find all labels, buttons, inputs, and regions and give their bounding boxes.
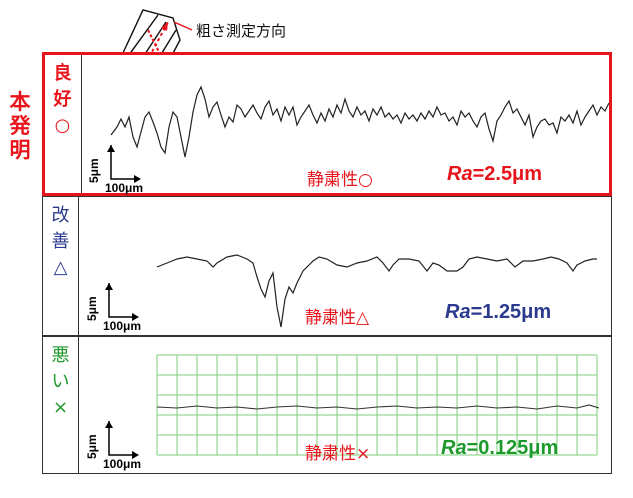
grade-char: ○	[54, 115, 71, 136]
scale-bar	[105, 421, 139, 459]
ra-symbol: Ra	[447, 163, 473, 185]
ra-number: =0.125μm	[466, 437, 559, 459]
side-label-invention: 本 発 明	[4, 90, 36, 162]
scale-bar	[107, 145, 141, 183]
scale-y-label: 5μm	[85, 434, 99, 459]
ra-symbol: Ra	[445, 301, 471, 323]
silence-rating: 静粛性△	[305, 308, 370, 328]
side-label-char: 本	[9, 90, 31, 114]
grade-char: い	[51, 371, 70, 392]
grade-char: 良	[53, 63, 72, 84]
ra-symbol: Ra	[441, 437, 467, 459]
ra-number: =1.25μm	[470, 301, 552, 323]
ra-value: Ra=0.125μm	[441, 437, 558, 460]
scale-x-label: 100μm	[103, 457, 142, 471]
grade-char: ×	[52, 397, 69, 418]
row-improved-panel: 改 善 △ 5μm 100μm 静粛性△ Ra=1.25μm	[42, 196, 612, 336]
row-good-panel: 良 好 ○ 5μm 100μm 静粛性○ Ra=2.5μm	[42, 52, 612, 196]
silence-rating: 静粛性○	[307, 170, 373, 190]
grade-char: △	[53, 257, 68, 278]
grade-label-poor: 悪 い ×	[43, 337, 79, 473]
roughness-profile-improved	[156, 254, 597, 328]
grade-char: 改	[51, 205, 70, 226]
measure-direction-callout: 粗さ測定方向	[196, 22, 287, 40]
roughness-profile-good	[110, 85, 610, 158]
scale-bar	[105, 283, 139, 321]
ra-value: Ra=2.5μm	[447, 163, 542, 186]
roughness-profile-poor	[156, 354, 600, 456]
grade-label-improved: 改 善 △	[43, 197, 79, 335]
ra-number: =2.5μm	[472, 163, 543, 185]
ra-value: Ra=1.25μm	[445, 301, 551, 324]
scale-x-label: 100μm	[105, 181, 144, 195]
grade-char: 悪	[51, 345, 70, 366]
scale-y-label: 5μm	[85, 296, 99, 321]
grade-char: 好	[53, 89, 72, 110]
row-poor-panel: 悪 い × 5μm 100μm 静粛性× Ra=0.125μm	[42, 336, 612, 474]
grade-char: 善	[51, 231, 70, 252]
side-label-char: 発	[9, 114, 31, 138]
side-label-char: 明	[9, 138, 31, 162]
scale-y-label: 5μm	[87, 158, 101, 183]
scale-x-label: 100μm	[103, 319, 142, 333]
grade-label-good: 良 好 ○	[45, 55, 81, 193]
silence-rating: 静粛性×	[305, 444, 371, 464]
